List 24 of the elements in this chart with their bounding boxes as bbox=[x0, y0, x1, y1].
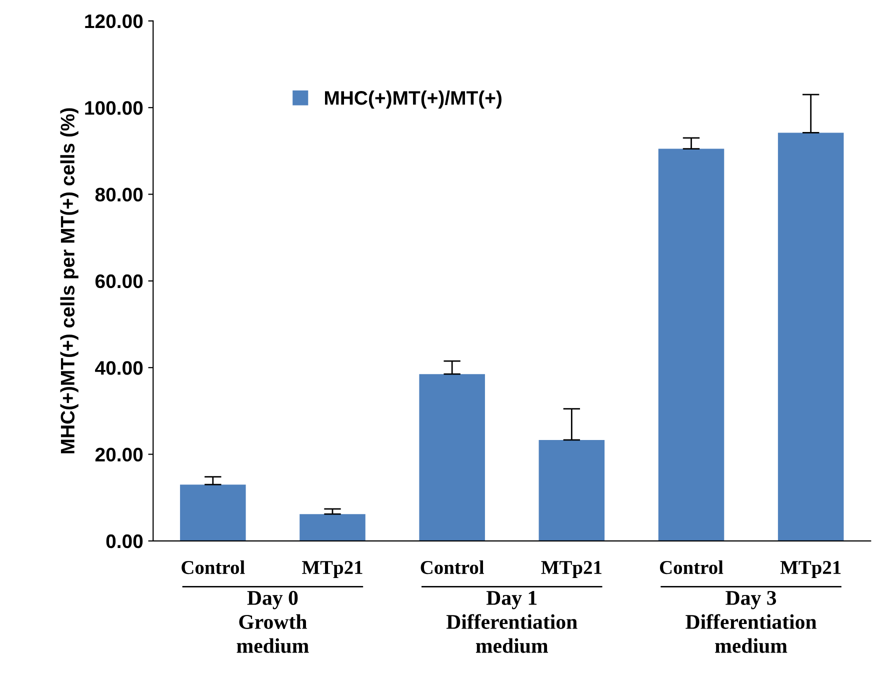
y-axis-title: MHC(+)MT(+) cells per MT(+) cells (%) bbox=[60, 108, 78, 454]
y-tick-label: 0.00 bbox=[106, 534, 143, 548]
x-tick-label: MTp21 bbox=[302, 561, 362, 578]
y-tick-label: 40.00 bbox=[95, 361, 143, 375]
y-tick-label: 100.00 bbox=[85, 101, 143, 115]
y-tick-label: 80.00 bbox=[95, 188, 143, 202]
bar bbox=[658, 148, 724, 541]
bar bbox=[778, 132, 844, 541]
y-tick-label: 20.00 bbox=[95, 448, 143, 462]
text: Day 0 Growth medium bbox=[236, 590, 309, 653]
bar bbox=[180, 484, 246, 541]
x-tick-label: Control bbox=[420, 560, 484, 574]
x-tick-label: Control bbox=[660, 560, 724, 574]
x-tick-label: MTp21 bbox=[780, 561, 841, 578]
legend-label: MHC(+)MT(+)/MT(+) bbox=[325, 90, 502, 109]
text: Day 1 Differentiation medium bbox=[446, 590, 578, 653]
bar bbox=[300, 514, 366, 541]
text: Day 3 Differentiation medium bbox=[686, 590, 816, 653]
x-tick-label: Control bbox=[182, 560, 245, 574]
x-tick-label: MTp21 bbox=[541, 561, 602, 578]
bar bbox=[419, 374, 485, 541]
bar bbox=[538, 440, 605, 541]
y-tick-label: 60.00 bbox=[95, 274, 143, 288]
y-tick-label: 120.00 bbox=[85, 14, 143, 28]
